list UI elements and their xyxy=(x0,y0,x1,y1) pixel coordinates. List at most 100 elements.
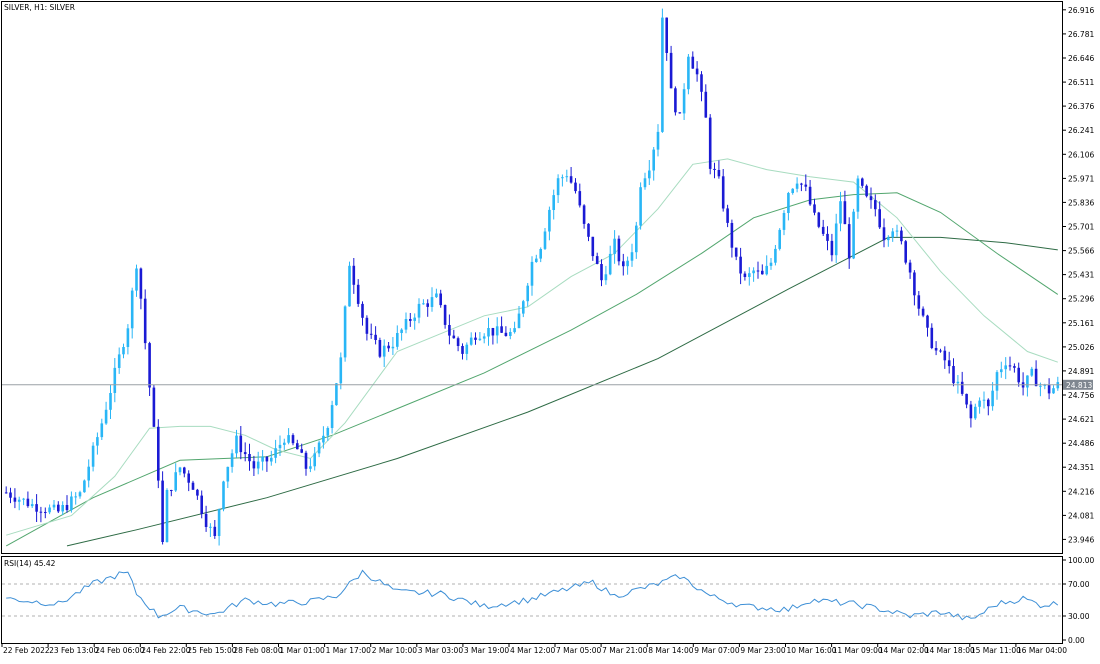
candle-body xyxy=(335,383,338,406)
candle-body xyxy=(313,453,316,467)
price-label: 26.646 xyxy=(1068,54,1094,63)
candle-body xyxy=(548,209,551,232)
candle-body xyxy=(1039,385,1042,387)
price-plot xyxy=(2,8,1062,547)
time-label: 28 Feb 08:00 xyxy=(233,646,282,655)
candle-body xyxy=(296,443,299,450)
candle-body xyxy=(382,345,386,357)
candle-body xyxy=(361,303,364,318)
candle-body xyxy=(91,445,95,467)
candle-body xyxy=(595,256,599,264)
candle-body xyxy=(109,393,112,410)
candle-body xyxy=(943,350,947,361)
candle-body xyxy=(35,504,38,512)
candle-body xyxy=(304,452,308,469)
candle-body xyxy=(1000,369,1003,373)
candle-body xyxy=(148,343,151,388)
candle-body xyxy=(235,435,238,454)
rsi-axis-label: 100.00 xyxy=(1068,556,1094,565)
candle-body xyxy=(635,225,638,253)
candle-body xyxy=(982,399,986,401)
candle-body xyxy=(921,308,925,316)
candle-body xyxy=(287,435,290,443)
candle-body xyxy=(587,223,590,237)
time-label: 4 Mar 12:00 xyxy=(510,646,556,655)
candle-body xyxy=(847,224,851,259)
candle-body xyxy=(626,260,629,267)
candle-body xyxy=(1043,384,1047,386)
candle-body xyxy=(74,496,77,498)
candle-body xyxy=(183,467,186,474)
candle-body xyxy=(556,178,560,196)
candle-body xyxy=(565,176,569,178)
candle-body xyxy=(748,273,751,277)
candle-body xyxy=(495,326,499,336)
candle-body xyxy=(4,492,8,494)
candle-body xyxy=(617,238,621,262)
candle-body xyxy=(721,176,725,209)
candle-body xyxy=(526,285,529,302)
candle-body xyxy=(969,404,973,419)
candle-body xyxy=(808,186,812,205)
candle-body xyxy=(891,231,894,238)
rsi-axis-label: 0.00 xyxy=(1068,636,1085,645)
candle-body xyxy=(960,381,964,394)
candle-body xyxy=(96,437,99,446)
time-label: 9 Mar 07:00 xyxy=(694,646,740,655)
candle-body xyxy=(678,112,682,114)
time-label: 14 Mar 02:00 xyxy=(879,646,929,655)
candle-body xyxy=(461,346,464,354)
candle-body xyxy=(478,338,482,340)
price-label: 26.916 xyxy=(1068,6,1094,15)
candle-body xyxy=(113,367,117,393)
candle-body xyxy=(87,466,90,481)
candle-body xyxy=(500,326,503,333)
candle-body xyxy=(217,509,221,536)
candle-body xyxy=(930,327,934,348)
chart-title: SILVER, H1: SILVER xyxy=(4,3,75,12)
candle-body xyxy=(13,497,17,502)
time-label: 1 Mar 17:00 xyxy=(326,646,372,655)
candle-body xyxy=(904,241,907,263)
candle-body xyxy=(543,231,547,249)
candle-body xyxy=(309,466,312,469)
candle-body xyxy=(178,467,182,473)
rsi-line xyxy=(6,569,1059,621)
candle-body xyxy=(517,313,521,329)
current-price-tag-bg xyxy=(1063,379,1093,390)
candle-body xyxy=(726,208,729,223)
rsi-axis-label: 30.00 xyxy=(1068,612,1090,621)
price-label: 23.946 xyxy=(1068,535,1094,544)
candle-body xyxy=(26,498,30,507)
candle-body xyxy=(222,481,225,510)
candle-body xyxy=(413,317,416,321)
price-label: 26.241 xyxy=(1068,126,1094,135)
candle-body xyxy=(369,333,373,335)
candle-body xyxy=(348,265,351,307)
candle-body xyxy=(643,178,647,188)
candle-body xyxy=(61,505,64,512)
candle-body xyxy=(648,170,651,179)
candle-body xyxy=(856,178,860,212)
candle-body xyxy=(900,230,903,242)
candle-body xyxy=(752,270,755,274)
candle-body xyxy=(956,381,960,384)
candle-body xyxy=(161,480,164,542)
candle-body xyxy=(422,303,425,305)
candle-body xyxy=(947,360,951,367)
price-label: 24.351 xyxy=(1068,463,1094,472)
time-label: 15 Mar 11:00 xyxy=(971,646,1021,655)
candle-body xyxy=(417,303,421,318)
time-label: 2 Mar 10:00 xyxy=(372,646,418,655)
candle-body xyxy=(396,333,399,347)
price-label: 24.081 xyxy=(1068,511,1094,520)
candle-body xyxy=(365,317,369,334)
candle-body xyxy=(608,253,612,275)
candle-body xyxy=(974,406,977,419)
candle-body xyxy=(978,400,981,407)
candle-body xyxy=(70,496,73,511)
time-label: 16 Mar 04:00 xyxy=(1017,646,1067,655)
candle-body xyxy=(426,303,429,307)
time-label: 10 Mar 16:00 xyxy=(787,646,837,655)
candle-body xyxy=(400,329,403,333)
